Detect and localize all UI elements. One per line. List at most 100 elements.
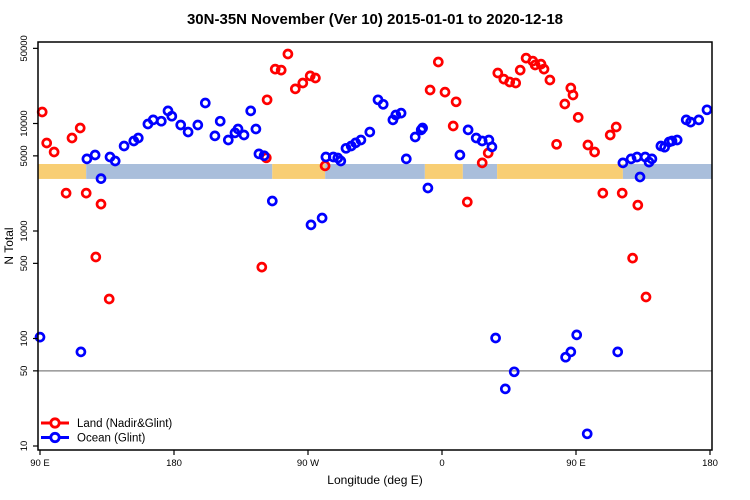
x-tick-label: 90 E	[566, 458, 586, 469]
data-point	[492, 67, 504, 79]
data-point	[310, 72, 321, 84]
data-point	[454, 149, 466, 161]
data-point	[250, 123, 262, 135]
chart-title: 30N-35N November (Ver 10) 2015-01-01 to …	[187, 11, 563, 28]
data-point	[75, 346, 87, 358]
data-point	[560, 351, 571, 363]
data-point	[80, 187, 92, 199]
y-tick-label: 50	[19, 366, 30, 377]
data-point	[118, 140, 130, 152]
x-tick-label: 180	[702, 458, 718, 469]
data-point	[209, 130, 221, 142]
data-point	[232, 123, 244, 135]
data-point	[269, 63, 281, 75]
data-point	[316, 212, 328, 224]
y-tick-label: 1000	[19, 220, 30, 241]
data-point	[625, 153, 637, 165]
data-point	[476, 157, 488, 169]
data-point	[559, 98, 571, 110]
band-segment-ocean	[622, 164, 712, 179]
data-point	[640, 291, 652, 303]
data-point	[671, 134, 683, 146]
x-tick-label: 90 E	[30, 458, 50, 469]
data-point	[504, 76, 516, 88]
data-point	[510, 77, 522, 89]
data-point	[103, 293, 115, 305]
data-point	[95, 173, 107, 184]
data-point	[48, 146, 60, 158]
data-point	[632, 199, 644, 211]
data-point	[544, 74, 556, 86]
data-point	[258, 150, 270, 162]
data-point	[693, 114, 705, 126]
data-point	[166, 110, 178, 122]
data-points-layer	[34, 48, 713, 440]
data-point	[390, 109, 402, 121]
y-tick-label: 5000	[19, 145, 30, 166]
data-point	[81, 153, 93, 165]
data-point	[66, 132, 78, 144]
data-point	[551, 138, 562, 150]
data-point	[74, 122, 86, 134]
data-point	[147, 114, 159, 126]
data-point	[589, 146, 600, 158]
data-point	[462, 124, 474, 136]
data-point	[701, 104, 713, 116]
y-tick-label: 500	[19, 255, 30, 271]
data-point	[222, 134, 234, 146]
data-point	[461, 196, 473, 208]
data-point	[400, 153, 412, 165]
data-point	[261, 94, 273, 106]
data-point	[304, 70, 316, 82]
data-point	[409, 131, 421, 143]
band-segment-ocean	[86, 164, 273, 179]
data-point	[612, 346, 624, 358]
band-segment-land	[272, 164, 326, 179]
data-point	[182, 126, 194, 138]
data-point	[36, 106, 48, 118]
data-point	[335, 155, 347, 167]
data-point	[439, 86, 451, 98]
band-segment-land	[38, 164, 87, 179]
data-point	[60, 187, 72, 199]
data-point	[199, 97, 211, 109]
data-point	[571, 329, 583, 341]
data-point	[666, 135, 678, 147]
legend-land-marker-icon	[49, 417, 61, 429]
data-point	[289, 83, 301, 95]
data-point	[424, 84, 436, 96]
data-point	[486, 141, 498, 153]
data-point	[175, 119, 187, 131]
plot-border	[37, 41, 713, 451]
data-point	[282, 48, 294, 60]
data-point	[395, 107, 407, 119]
data-point	[364, 126, 376, 138]
legend-land-label: Land (Nadir&Glint)	[77, 418, 172, 430]
legend: Land (Nadir&Glint) Ocean (Glint)	[41, 417, 172, 445]
data-point	[490, 332, 501, 344]
data-point	[256, 261, 268, 273]
data-point	[572, 112, 584, 123]
data-point	[89, 149, 101, 161]
data-point	[90, 251, 102, 263]
data-point	[450, 96, 462, 108]
data-point	[253, 148, 265, 160]
data-point	[245, 105, 257, 117]
data-point	[340, 142, 352, 154]
data-point	[275, 64, 287, 76]
data-point	[95, 198, 107, 210]
data-point	[508, 366, 520, 378]
data-point	[41, 137, 53, 149]
data-point	[514, 64, 526, 76]
data-point	[238, 129, 250, 141]
x-tick-label: 90 W	[297, 458, 319, 469]
data-point	[499, 383, 511, 395]
data-point	[192, 119, 204, 131]
data-point	[529, 59, 541, 71]
data-point	[297, 77, 309, 89]
data-point	[646, 153, 658, 165]
data-point	[567, 89, 579, 101]
data-point	[631, 151, 643, 163]
